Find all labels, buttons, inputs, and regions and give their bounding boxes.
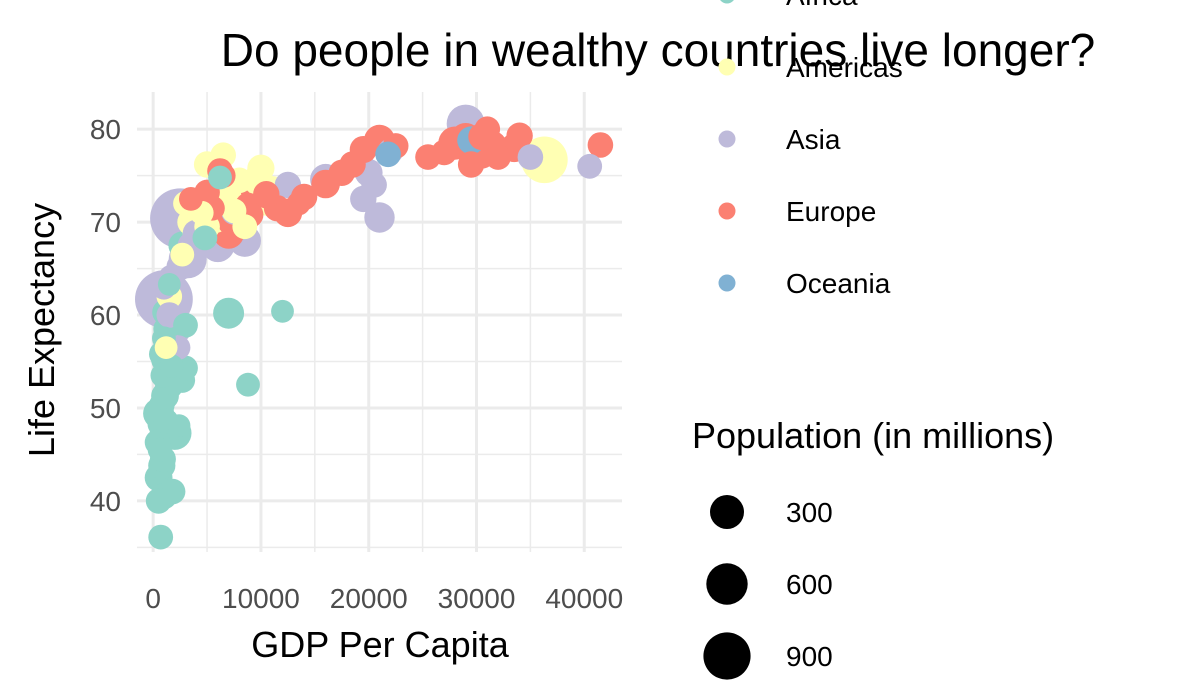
legend-label-europe: Europe xyxy=(786,196,876,227)
y-tick-label: 40 xyxy=(90,486,121,517)
legend-label-americas: Americas xyxy=(786,52,903,83)
x-tick-label: 0 xyxy=(145,583,161,614)
data-point-asia xyxy=(364,202,395,233)
data-point-europe xyxy=(253,183,279,209)
data-point-africa xyxy=(157,273,181,296)
x-tick-label: 40000 xyxy=(545,583,623,614)
data-point-africa xyxy=(192,225,218,251)
axis-ticks: 0 10000 20000 30000 40000 40 50 60 70 80 xyxy=(90,114,623,614)
legend-label-asia: Asia xyxy=(786,124,841,155)
legend-key-europe xyxy=(718,202,736,220)
data-point-africa xyxy=(145,488,172,514)
y-tick-label: 50 xyxy=(90,393,121,424)
x-tick-label: 30000 xyxy=(438,583,516,614)
data-point-europe xyxy=(415,144,441,170)
y-tick-label: 60 xyxy=(90,300,121,331)
data-point-europe xyxy=(286,191,311,216)
data-point-oceania xyxy=(375,141,401,168)
data-point-europe xyxy=(506,122,533,149)
data-point-europe xyxy=(474,116,501,142)
data-point-africa xyxy=(236,372,260,397)
size-legend-key xyxy=(710,495,744,529)
data-points xyxy=(135,104,614,550)
data-point-europe xyxy=(339,151,366,178)
data-point-americas xyxy=(154,336,178,359)
data-point-americas xyxy=(170,242,195,267)
size-legend-label: 300 xyxy=(786,497,833,528)
data-point-africa xyxy=(271,299,294,323)
size-legend-key xyxy=(703,632,751,680)
data-point-asia xyxy=(577,153,603,179)
legend-key-oceania xyxy=(718,274,736,292)
size-legend-label: 900 xyxy=(786,641,833,672)
y-tick-label: 70 xyxy=(90,207,121,238)
data-point-africa xyxy=(147,437,172,462)
legend-label-oceania: Oceania xyxy=(786,268,891,299)
legend-key-asia xyxy=(718,130,736,148)
legend-key-americas xyxy=(718,58,736,76)
data-point-africa xyxy=(167,414,191,437)
legend-label-africa: Africa xyxy=(786,0,858,11)
size-legend-label: 600 xyxy=(786,569,833,600)
data-point-africa xyxy=(173,312,198,338)
data-point-europe xyxy=(179,187,203,211)
data-point-africa xyxy=(148,524,174,550)
data-point-europe xyxy=(485,144,511,170)
x-tick-label: 20000 xyxy=(330,583,408,614)
data-point-africa xyxy=(213,297,245,329)
color-legend: Africa Americas Asia Europe Oceania xyxy=(718,0,903,299)
y-tick-label: 80 xyxy=(90,114,121,145)
data-point-europe xyxy=(587,132,614,158)
x-tick-label: 10000 xyxy=(222,583,300,614)
data-point-americas xyxy=(232,214,258,240)
size-legend-title: Population (in millions) xyxy=(692,415,1054,456)
data-point-africa xyxy=(208,165,232,190)
data-point-europe xyxy=(457,151,485,178)
size-legend-key xyxy=(706,563,748,605)
size-legend: 300 600 900 xyxy=(703,495,833,680)
chart-title: Do people in wealthy countries live long… xyxy=(221,24,1096,76)
x-axis-title: GDP Per Capita xyxy=(251,624,509,665)
data-point-asia xyxy=(517,144,544,170)
data-point-africa xyxy=(159,354,184,378)
y-axis-title: Life Expectancy xyxy=(21,203,62,457)
data-point-asia xyxy=(361,172,387,198)
legend-key-africa xyxy=(720,0,734,4)
